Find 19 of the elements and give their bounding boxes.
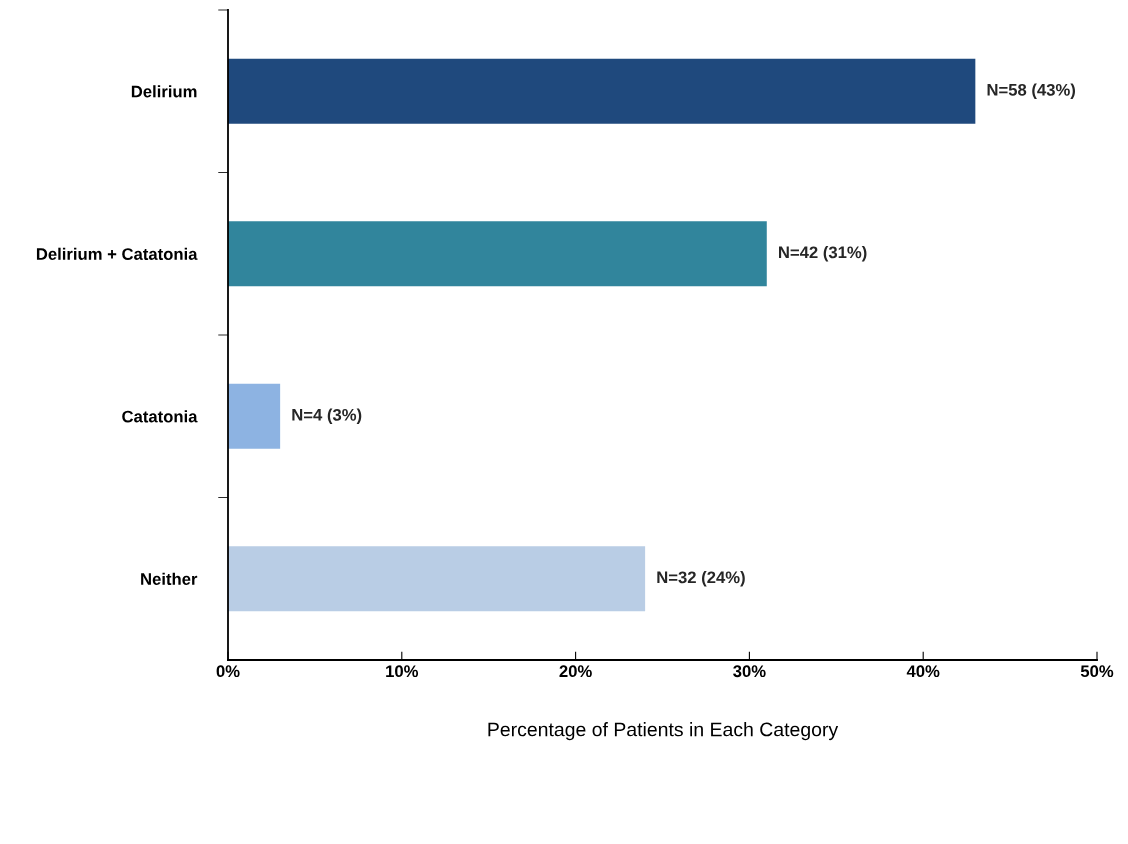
x-tick-label: 0% [216, 665, 240, 678]
x-tick-label: 40% [906, 665, 940, 678]
x-tick-label: 50% [1080, 665, 1114, 678]
x-tick-label: 10% [386, 665, 419, 678]
data-label: N=42 (31%) [779, 245, 867, 262]
bar [228, 221, 767, 287]
bar [228, 58, 976, 124]
data-label: N=4 (3%) [292, 408, 362, 425]
y-tick-label: Delirium + Catatonia [36, 247, 198, 260]
x-tick-label: 30% [733, 665, 766, 678]
y-tick-label: Catatonia [122, 410, 198, 423]
x-tick-label: 20% [559, 665, 592, 678]
bar [228, 546, 646, 612]
x-axis-title: Percentage of Patients in Each Category [488, 722, 839, 741]
bar [228, 383, 281, 449]
data-label: N=32 (24%) [657, 570, 745, 587]
y-tick-label: Neither [141, 572, 198, 585]
data-label: N=58 (43%) [987, 83, 1076, 100]
y-tick-label: Delirium [131, 85, 197, 98]
